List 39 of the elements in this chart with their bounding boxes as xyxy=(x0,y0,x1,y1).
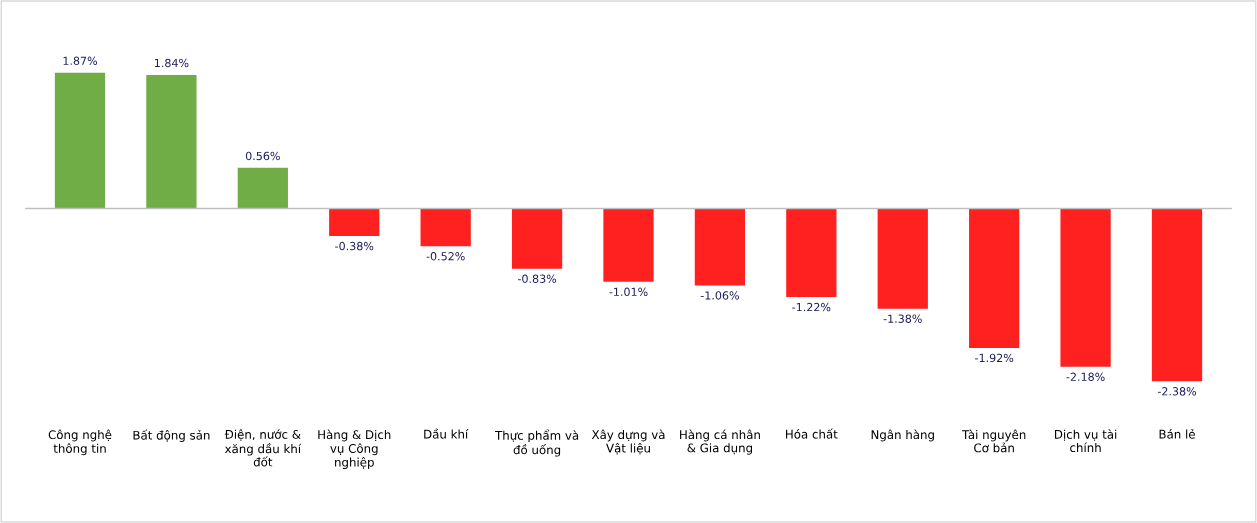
data-label: -0.52% xyxy=(426,252,465,261)
data-label: -1.38% xyxy=(883,314,922,323)
data-label: 1.87% xyxy=(63,56,98,65)
x-tick-label: Hóa chất xyxy=(786,428,838,439)
bar xyxy=(237,167,288,209)
bar xyxy=(146,74,197,209)
data-label: -0.83% xyxy=(517,274,557,283)
x-tick-label: Điện, nước & xăng dầu khí đốt xyxy=(224,429,302,467)
data-label: 1.84% xyxy=(154,58,189,68)
bar xyxy=(420,208,471,247)
bar xyxy=(1060,208,1111,367)
x-tick-label: Hàng & Dịch vụ Công nghiệp xyxy=(318,429,391,469)
bar xyxy=(511,208,563,269)
x-tick-label: Bán lẻ xyxy=(1159,428,1195,439)
data-label: -1.06% xyxy=(700,291,739,300)
x-tick-label: Ngân hàng xyxy=(871,429,934,442)
data-label: -1.22% xyxy=(792,302,831,312)
bar xyxy=(877,208,928,309)
data-label: 0.56% xyxy=(245,151,280,161)
x-tick-label: Hàng cá nhân & Gia dụng xyxy=(680,429,760,455)
bar xyxy=(1151,208,1203,382)
x-tick-label: Xây dựng và Vật liệu xyxy=(591,429,665,455)
bar xyxy=(694,208,746,286)
x-tick-label: Tài nguyên Cơ bản xyxy=(961,429,1026,453)
bar xyxy=(329,208,380,237)
x-tick-label: Dịch vụ tài chính xyxy=(1055,429,1117,453)
data-label: -2.18% xyxy=(1066,372,1105,381)
x-tick-label: Công nghệ thông tin xyxy=(48,429,112,456)
data-label: -1.01% xyxy=(609,287,648,297)
bar xyxy=(54,72,106,209)
bar xyxy=(969,208,1020,348)
data-label: -2.38% xyxy=(1157,387,1197,396)
x-tick-label: Thực phẩm và đồ uống xyxy=(495,429,579,457)
bar xyxy=(603,208,654,282)
x-tick-label: Dầu khí xyxy=(424,428,469,439)
bar xyxy=(786,208,837,298)
x-tick-label: Bất động sản xyxy=(133,429,210,442)
data-label: -1.92% xyxy=(975,353,1014,363)
data-label: -0.38% xyxy=(335,241,374,251)
